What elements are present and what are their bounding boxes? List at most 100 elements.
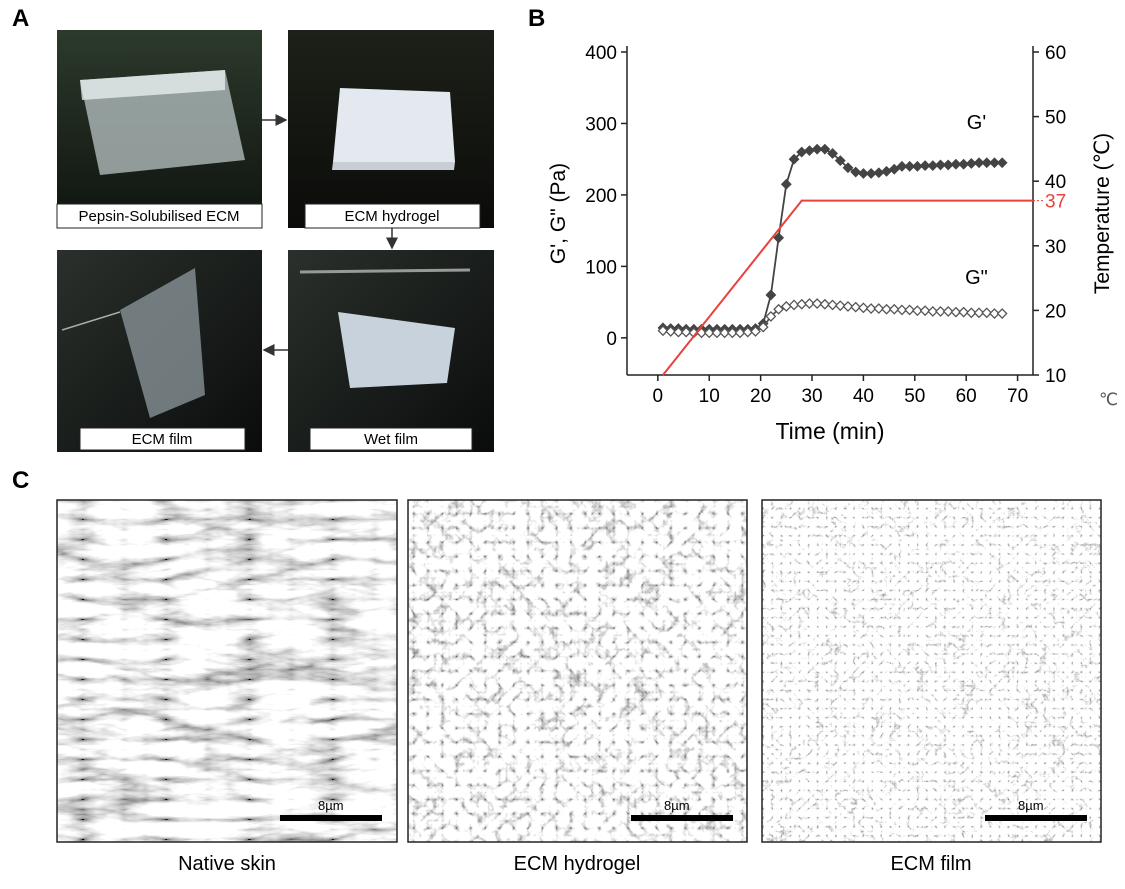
image-caption: ECM hydrogel <box>514 853 641 875</box>
data-point <box>734 327 746 339</box>
photo-caption: Wet film <box>364 431 418 448</box>
data-point <box>911 160 923 172</box>
data-point <box>819 298 831 310</box>
scale-bar-label: 8µm <box>1018 798 1044 813</box>
data-point <box>827 299 838 311</box>
data-point <box>927 305 939 317</box>
data-point <box>896 304 908 316</box>
scale-bar-label: 8µm <box>664 798 690 813</box>
y2-tick-label: 20 <box>1045 301 1066 322</box>
flow-arrows <box>262 114 398 356</box>
x-tick-label: 40 <box>853 386 874 407</box>
data-point <box>965 307 977 319</box>
photo: ECM film <box>57 250 262 452</box>
data-point <box>981 307 993 319</box>
data-point <box>881 303 892 315</box>
data-point <box>811 298 823 309</box>
photo-caption: ECM film <box>132 431 193 448</box>
x-axis-title: Time (min) <box>775 418 884 444</box>
y2-tick-label: 30 <box>1045 237 1066 258</box>
panel-label: C <box>12 467 29 494</box>
data-point <box>888 303 900 315</box>
data-point <box>927 160 939 172</box>
data-point <box>904 304 916 316</box>
data-point <box>896 160 908 172</box>
data-point <box>873 303 885 314</box>
y2-tick-label: 50 <box>1045 108 1066 129</box>
data-point <box>973 157 985 169</box>
data-point <box>811 143 823 155</box>
data-point <box>989 157 1000 169</box>
data-point <box>996 157 1008 169</box>
data-point <box>950 158 962 170</box>
sem-image: ECM hydrogel 8µm ECM hydrogel <box>407 499 748 875</box>
data-point <box>788 153 800 165</box>
data-point <box>881 165 892 177</box>
y2-axis-title: Temperature (℃) <box>1091 133 1114 294</box>
data-point <box>804 145 815 157</box>
data-point <box>719 327 731 339</box>
data-point <box>750 325 761 337</box>
y-tick-label: 400 <box>585 43 617 64</box>
data-point <box>711 327 723 339</box>
data-point <box>911 305 923 317</box>
y2-tick-label: 40 <box>1045 172 1066 193</box>
data-point <box>981 157 993 169</box>
data-point <box>788 299 800 311</box>
data-point <box>989 308 1000 319</box>
data-point <box>757 321 769 333</box>
image-caption: Native skin <box>178 853 276 875</box>
data-point <box>958 158 970 170</box>
x-tick-label: 30 <box>801 386 822 407</box>
y-axis-title: G', G" (Pa) <box>547 163 570 264</box>
data-point <box>703 327 715 339</box>
data-point <box>680 326 692 338</box>
data-point <box>857 168 869 179</box>
y-tick-label: 200 <box>585 186 617 207</box>
photo-caption: Pepsin-Solubilised ECM <box>79 208 240 225</box>
data-point <box>873 167 885 179</box>
x-tick-label: 20 <box>750 386 771 407</box>
y2-tick-label: 10 <box>1045 366 1066 387</box>
data-point <box>950 306 962 318</box>
sem-image: 8µm ECM film <box>761 499 1102 875</box>
x-tick-label: 50 <box>904 386 925 407</box>
y-tick-label: 0 <box>606 329 617 350</box>
data-point <box>742 326 754 338</box>
data-point <box>672 326 684 338</box>
data-point <box>804 298 815 309</box>
x-tick-label: 0 <box>653 386 664 407</box>
data-point <box>726 327 738 339</box>
photo-caption: ECM hydrogel <box>344 208 439 225</box>
y-tick-label: 100 <box>585 257 617 278</box>
data-point <box>996 308 1008 319</box>
data-point <box>965 158 977 169</box>
data-point <box>919 160 931 172</box>
data-point <box>773 303 785 315</box>
y2-marker-label: 37 <box>1045 192 1066 213</box>
photo: Wet film <box>288 250 494 452</box>
x-tick-label: 10 <box>699 386 720 407</box>
panel-label: A <box>12 5 29 32</box>
photo: Pepsin-Solubilised ECM <box>56 30 263 229</box>
data-point <box>657 325 669 337</box>
x-unit-note: ℃ <box>1099 390 1118 409</box>
photo: ECM hydrogel <box>288 30 494 229</box>
data-point <box>834 300 846 312</box>
data-point <box>958 306 970 318</box>
x-tick-label: 70 <box>1007 386 1028 407</box>
data-point <box>865 303 877 314</box>
data-point <box>919 305 931 317</box>
series-annotation: G' <box>967 112 986 134</box>
series-annotation: G" <box>965 267 988 289</box>
data-point <box>935 305 946 317</box>
data-point <box>935 159 946 171</box>
data-point <box>850 166 862 178</box>
data-point <box>780 178 792 190</box>
panel-label: B <box>528 5 545 32</box>
sem-image: 8µm Native skin <box>56 499 398 875</box>
data-point <box>888 163 900 175</box>
chart: 0 100 200 300 400 10 20 30 40 50 60 0 10 20 30 40 50 60 70… <box>547 43 1118 444</box>
